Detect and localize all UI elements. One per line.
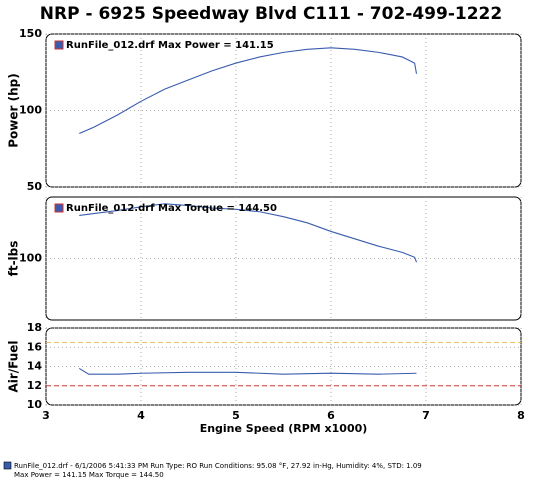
panel [45,33,522,188]
y-tick-label: 100 [19,104,42,117]
y-tick-label: 12 [27,379,42,392]
legend-label: RunFile_012.drf Max Power = 141.15 [66,40,274,51]
x-tick-label: 6 [327,409,335,422]
y-tick-label: 100 [19,252,42,265]
y-tick-label: 14 [27,360,43,373]
y-axis-label: ft-lbs [7,241,21,277]
legend-icon [54,40,64,50]
footer-line: Max Power = 141.15 Max Torque = 144.50 [14,471,164,479]
x-tick-label: 3 [42,409,50,422]
y-tick-label: 16 [27,340,43,353]
data-line [78,367,417,375]
data-line [79,203,418,263]
x-axis-label: Engine Speed (RPM x1000) [200,422,368,435]
y-tick-label: 18 [27,321,42,334]
panel [45,327,522,406]
legend-label: RunFile_012.drf Max Torque = 144.50 [66,203,277,214]
x-tick-label: 5 [232,409,240,422]
y-axis-label: Air/Fuel [7,340,21,392]
footer-line: RunFile_012.drf - 6/1/2006 5:41:33 PM Ru… [14,462,422,470]
y-axis-label: Power (hp) [7,73,21,147]
legend-icon [54,203,64,213]
y-tick-label: 50 [27,180,43,193]
x-tick-label: 7 [422,409,430,422]
page-title: NRP - 6925 Speedway Blvd C111 - 702-499-… [40,4,502,24]
x-tick-label: 8 [517,409,525,422]
y-tick-label: 150 [19,27,42,40]
data-line [79,47,418,134]
x-tick-label: 4 [137,409,145,422]
footer-icon [3,461,12,470]
panel [45,196,522,321]
y-tick-label: 10 [27,398,43,411]
